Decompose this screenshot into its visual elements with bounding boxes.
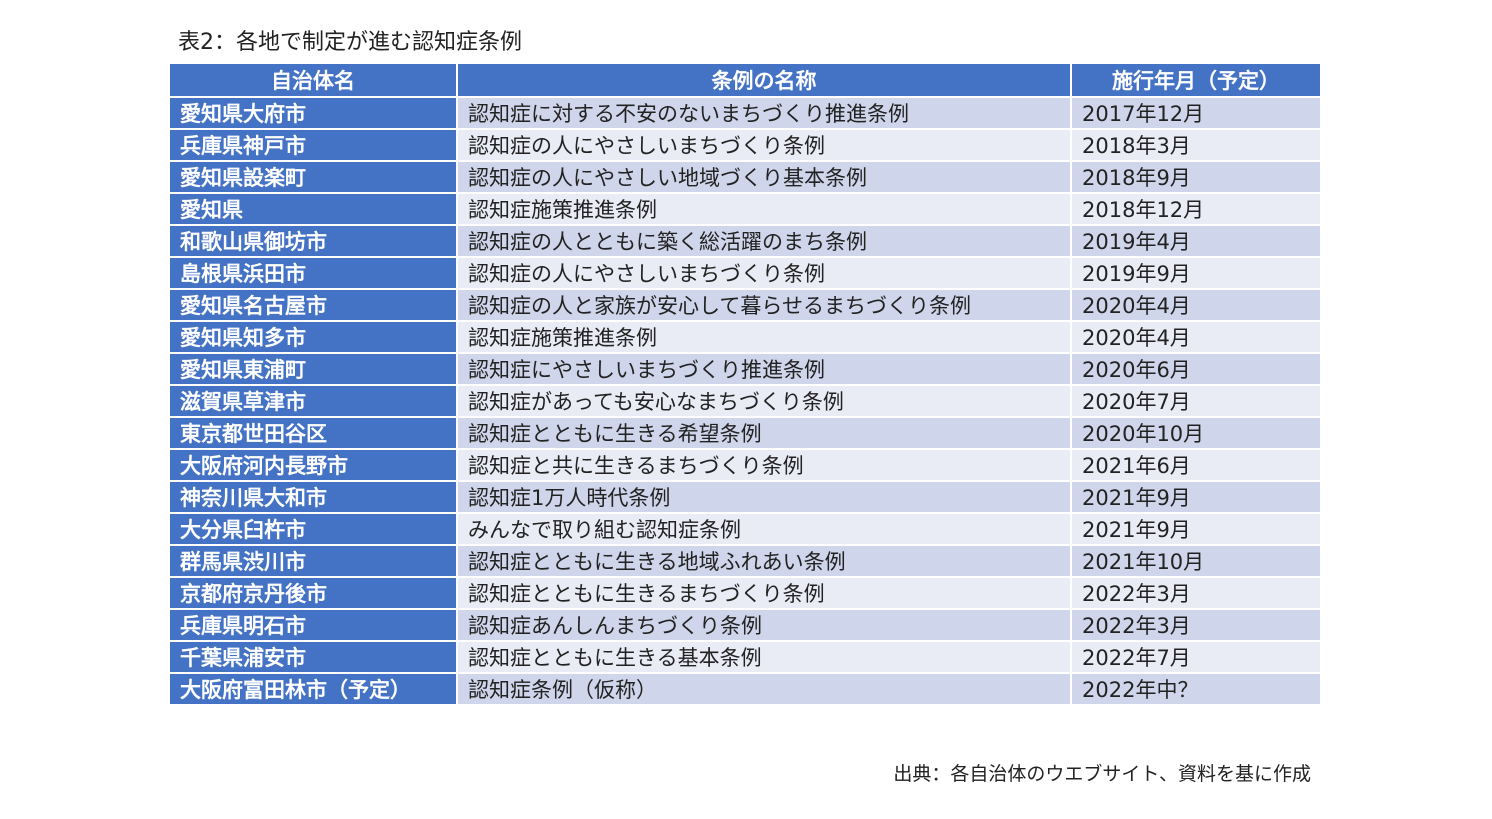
table-header-row: 自治体名 条例の名称 施行年月（予定）: [170, 64, 1320, 98]
table-row: 愛知県名古屋市 認知症の人と家族が安心して暮らせるまちづくり条例 2020年4月: [170, 290, 1320, 322]
enforcement-date-cell: 2018年12月: [1072, 194, 1320, 226]
ordinance-name-cell: 認知症と共に生きるまちづくり条例: [458, 450, 1072, 482]
municipality-cell: 愛知県東浦町: [170, 354, 458, 386]
table-row: 兵庫県神戸市 認知症の人にやさしいまちづくり条例 2018年3月: [170, 130, 1320, 162]
municipality-cell: 愛知県: [170, 194, 458, 226]
enforcement-date-cell: 2021年9月: [1072, 482, 1320, 514]
table-row: 愛知県東浦町 認知症にやさしいまちづくり推進条例 2020年6月: [170, 354, 1320, 386]
enforcement-date-cell: 2022年中？: [1072, 674, 1320, 706]
municipality-cell: 大阪府河内長野市: [170, 450, 458, 482]
enforcement-date-cell: 2017年12月: [1072, 98, 1320, 130]
municipality-cell: 愛知県大府市: [170, 98, 458, 130]
municipality-cell: 滋賀県草津市: [170, 386, 458, 418]
municipality-cell: 群馬県渋川市: [170, 546, 458, 578]
enforcement-date-cell: 2022年3月: [1072, 610, 1320, 642]
ordinance-name-cell: 認知症の人にやさしいまちづくり条例: [458, 258, 1072, 290]
table-row: 愛知県設楽町 認知症の人にやさしい地域づくり基本条例 2018年9月: [170, 162, 1320, 194]
enforcement-date-cell: 2020年7月: [1072, 386, 1320, 418]
ordinance-table: 自治体名 条例の名称 施行年月（予定） 愛知県大府市 認知症に対する不安のないま…: [170, 64, 1320, 706]
enforcement-date-cell: 2021年6月: [1072, 450, 1320, 482]
ordinance-name-cell: 認知症施策推進条例: [458, 322, 1072, 354]
table-row: 愛知県 認知症施策推進条例 2018年12月: [170, 194, 1320, 226]
ordinance-name-cell: 認知症の人にやさしい地域づくり基本条例: [458, 162, 1072, 194]
header-enforcement-date: 施行年月（予定）: [1072, 64, 1320, 98]
ordinance-name-cell: 認知症があっても安心なまちづくり条例: [458, 386, 1072, 418]
source-note: 出典：各自治体のウエブサイト、資料を基に作成: [893, 763, 1311, 785]
ordinance-name-cell: 認知症あんしんまちづくり条例: [458, 610, 1072, 642]
table-row: 大分県臼杵市 みんなで取り組む認知症条例 2021年9月: [170, 514, 1320, 546]
table-row: 和歌山県御坊市 認知症の人とともに築く総活躍のまち条例 2019年4月: [170, 226, 1320, 258]
enforcement-date-cell: 2020年4月: [1072, 290, 1320, 322]
table-row: 千葉県浦安市 認知症とともに生きる基本条例 2022年7月: [170, 642, 1320, 674]
enforcement-date-cell: 2021年10月: [1072, 546, 1320, 578]
ordinance-name-cell: 認知症施策推進条例: [458, 194, 1072, 226]
ordinance-name-cell: 認知症に対する不安のないまちづくり推進条例: [458, 98, 1072, 130]
table-row: 大阪府富田林市（予定） 認知症条例（仮称） 2022年中？: [170, 674, 1320, 706]
table-row: 群馬県渋川市 認知症とともに生きる地域ふれあい条例 2021年10月: [170, 546, 1320, 578]
ordinance-name-cell: 認知症とともに生きる地域ふれあい条例: [458, 546, 1072, 578]
enforcement-date-cell: 2021年9月: [1072, 514, 1320, 546]
ordinance-name-cell: 認知症1万人時代条例: [458, 482, 1072, 514]
enforcement-date-cell: 2019年4月: [1072, 226, 1320, 258]
municipality-cell: 神奈川県大和市: [170, 482, 458, 514]
municipality-cell: 愛知県名古屋市: [170, 290, 458, 322]
municipality-cell: 兵庫県明石市: [170, 610, 458, 642]
enforcement-date-cell: 2019年9月: [1072, 258, 1320, 290]
municipality-cell: 島根県浜田市: [170, 258, 458, 290]
enforcement-date-cell: 2020年10月: [1072, 418, 1320, 450]
enforcement-date-cell: 2022年3月: [1072, 578, 1320, 610]
municipality-cell: 愛知県知多市: [170, 322, 458, 354]
municipality-cell: 千葉県浦安市: [170, 642, 458, 674]
table-row: 大阪府河内長野市 認知症と共に生きるまちづくり条例 2021年6月: [170, 450, 1320, 482]
ordinance-name-cell: 認知症の人とともに築く総活躍のまち条例: [458, 226, 1072, 258]
enforcement-date-cell: 2020年4月: [1072, 322, 1320, 354]
table-row: 京都府京丹後市 認知症とともに生きるまちづくり条例 2022年3月: [170, 578, 1320, 610]
municipality-cell: 兵庫県神戸市: [170, 130, 458, 162]
header-ordinance-name: 条例の名称: [458, 64, 1072, 98]
municipality-cell: 東京都世田谷区: [170, 418, 458, 450]
enforcement-date-cell: 2018年9月: [1072, 162, 1320, 194]
ordinance-name-cell: 認知症条例（仮称）: [458, 674, 1072, 706]
enforcement-date-cell: 2020年6月: [1072, 354, 1320, 386]
ordinance-name-cell: 認知症にやさしいまちづくり推進条例: [458, 354, 1072, 386]
table-row: 兵庫県明石市 認知症あんしんまちづくり条例 2022年3月: [170, 610, 1320, 642]
table-row: 滋賀県草津市 認知症があっても安心なまちづくり条例 2020年7月: [170, 386, 1320, 418]
ordinance-name-cell: 認知症とともに生きる基本条例: [458, 642, 1072, 674]
table-row: 愛知県知多市 認知症施策推進条例 2020年4月: [170, 322, 1320, 354]
ordinance-name-cell: みんなで取り組む認知症条例: [458, 514, 1072, 546]
ordinance-name-cell: 認知症とともに生きるまちづくり条例: [458, 578, 1072, 610]
enforcement-date-cell: 2018年3月: [1072, 130, 1320, 162]
municipality-cell: 和歌山県御坊市: [170, 226, 458, 258]
ordinance-name-cell: 認知症の人にやさしいまちづくり条例: [458, 130, 1072, 162]
municipality-cell: 京都府京丹後市: [170, 578, 458, 610]
table-row: 島根県浜田市 認知症の人にやさしいまちづくり条例 2019年9月: [170, 258, 1320, 290]
ordinance-name-cell: 認知症とともに生きる希望条例: [458, 418, 1072, 450]
header-municipality: 自治体名: [170, 64, 458, 98]
table-row: 神奈川県大和市 認知症1万人時代条例 2021年9月: [170, 482, 1320, 514]
table-row: 愛知県大府市 認知症に対する不安のないまちづくり推進条例 2017年12月: [170, 98, 1320, 130]
table-title: 表2：各地で制定が進む認知症条例: [178, 30, 522, 55]
municipality-cell: 大分県臼杵市: [170, 514, 458, 546]
ordinance-name-cell: 認知症の人と家族が安心して暮らせるまちづくり条例: [458, 290, 1072, 322]
enforcement-date-cell: 2022年7月: [1072, 642, 1320, 674]
table-row: 東京都世田谷区 認知症とともに生きる希望条例 2020年10月: [170, 418, 1320, 450]
municipality-cell: 愛知県設楽町: [170, 162, 458, 194]
municipality-cell: 大阪府富田林市（予定）: [170, 674, 458, 706]
